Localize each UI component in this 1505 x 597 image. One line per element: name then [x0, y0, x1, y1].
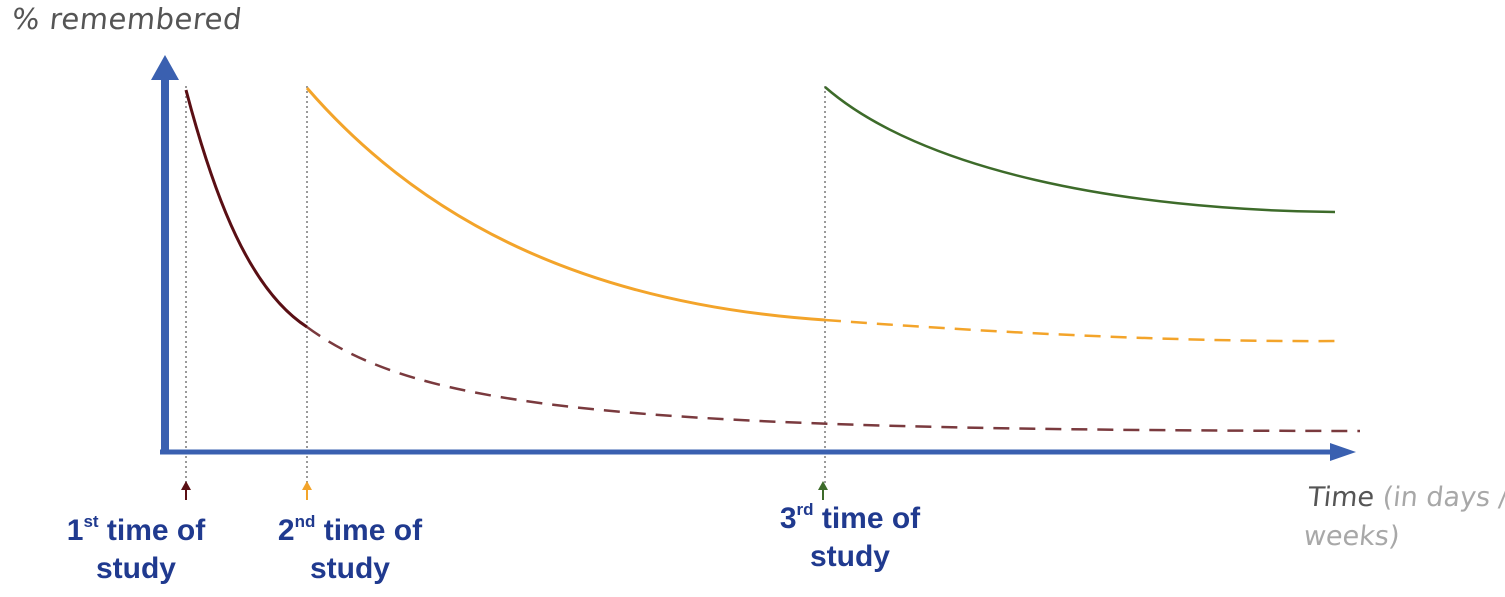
x-axis-label-main: Time	[1306, 482, 1376, 513]
event-label-3rd-study: 3rd time of study	[750, 500, 950, 576]
event-ordinal: 3	[779, 502, 797, 535]
event-text: time of	[813, 502, 921, 535]
event-ordinal-suffix: nd	[294, 512, 316, 531]
curve-3-solid	[824, 86, 1336, 214]
event-text: time of	[98, 514, 206, 547]
x-axis-arrowhead	[1330, 443, 1356, 461]
curve-1-solid	[184, 89, 308, 329]
event-text-line2: study	[809, 540, 890, 573]
event-text-line2: study	[95, 552, 176, 585]
event-ordinal: 1	[66, 514, 84, 547]
event-ordinal-suffix: rd	[796, 500, 814, 519]
event-label-1st-study: 1st time of study	[36, 512, 236, 588]
event-label-2nd-study: 2nd time of study	[250, 512, 450, 588]
y-axis-label: % remembered	[10, 2, 244, 36]
event-arrow-1	[181, 481, 191, 500]
event-text: time of	[315, 514, 423, 547]
event-arrow-3	[818, 481, 828, 500]
event-ordinal: 2	[277, 514, 295, 547]
y-axis-arrowhead	[151, 55, 179, 80]
x-axis-label: Time (in days / weeks)	[1302, 478, 1505, 556]
event-text-line2: study	[309, 552, 390, 585]
curve-1-dashed	[306, 325, 1361, 433]
event-ordinal-suffix: st	[83, 512, 99, 531]
event-arrow-2	[302, 481, 312, 500]
curve-2-dashed	[824, 318, 1336, 343]
curve-2-solid	[305, 87, 826, 322]
